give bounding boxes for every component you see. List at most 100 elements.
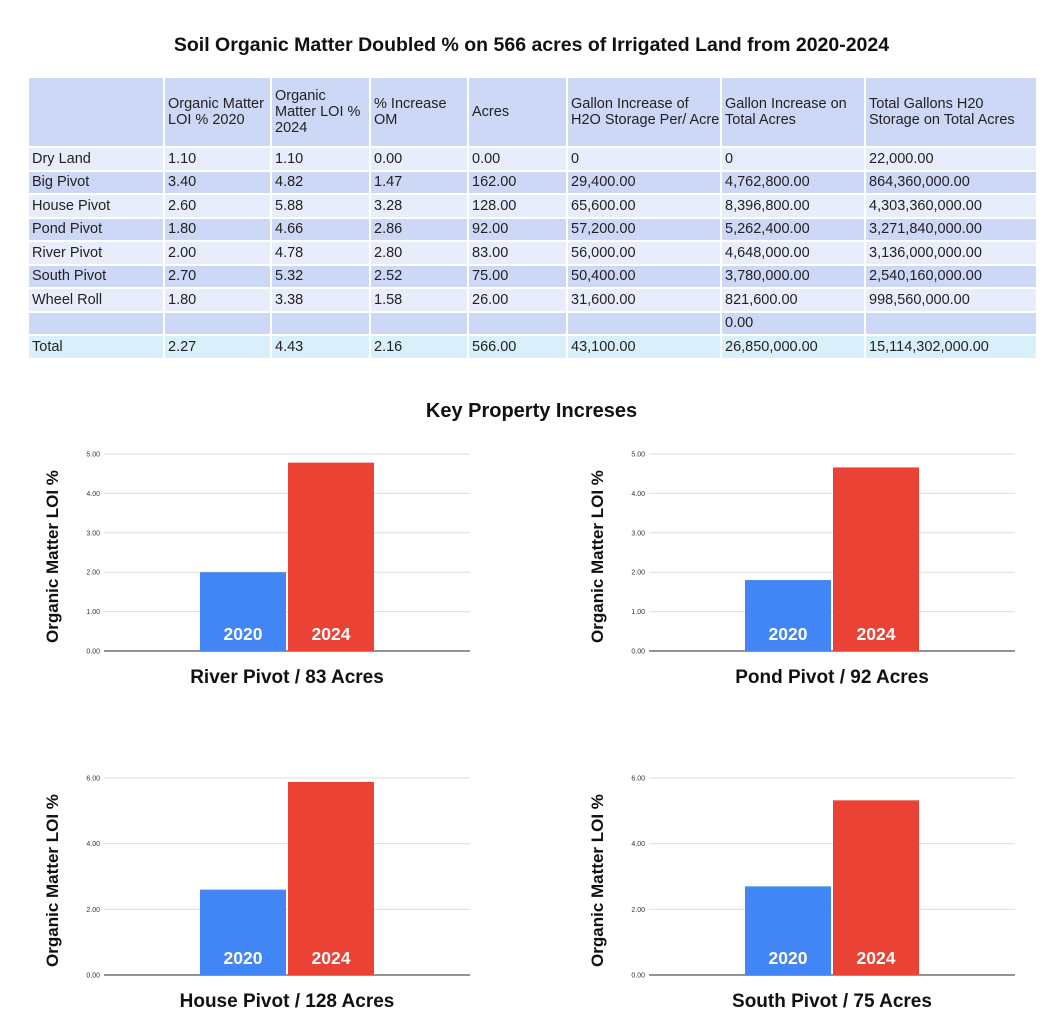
table-cell <box>467 310 568 336</box>
y-tick-label: 6.00 <box>86 776 100 783</box>
table-cell: 57,200.00 <box>566 216 722 242</box>
header-cell: Acres <box>467 76 568 148</box>
bar-2020 <box>745 580 831 651</box>
header-cell: Organic Matter LOI % 2020 <box>163 76 272 148</box>
bar-category-label: 2020 <box>769 624 808 644</box>
header-cell: Gallon Increase of H2O Storage Per/ Acre <box>566 76 722 148</box>
x-axis-title: House Pivot / 128 Acres <box>180 991 395 1012</box>
table-cell: 2.52 <box>369 263 469 289</box>
bar-category-label: 2024 <box>312 624 351 644</box>
table-cell: 22,000.00 <box>864 146 1038 172</box>
table-row: 0.00 <box>27 310 1038 336</box>
table-cell: 2.86 <box>369 216 469 242</box>
chart-south-pivot: 0.00 2.00 4.00 6.00 2020 2024 Organic Matter L… <box>575 764 1035 1024</box>
table-cell <box>566 310 722 336</box>
row-label-cell: Wheel Roll <box>27 287 165 313</box>
table-cell: 0.00 <box>720 310 866 336</box>
y-tick-label: 0.00 <box>631 649 645 656</box>
table-cell: 1.58 <box>369 287 469 313</box>
bar-chart: 0.00 2.00 4.00 6.00 2020 2024 Organic Matter L… <box>588 776 1015 1012</box>
bar-2024 <box>288 781 374 975</box>
table-cell: 1.10 <box>270 146 371 172</box>
table-row: River Pivot 2.00 4.78 2.80 83.00 56,000.00 4,6… <box>27 240 1038 266</box>
table-row: Pond Pivot 1.80 4.66 2.86 92.00 57,200.00 5,26… <box>27 216 1038 242</box>
table-cell: 2.00 <box>163 240 272 266</box>
header-row: Organic Matter LOI % 2020 Organic Matter… <box>27 76 1038 148</box>
table-cell: 5,262,400.00 <box>720 216 866 242</box>
table-cell: 1.10 <box>163 146 272 172</box>
table-cell: 2.60 <box>163 193 272 219</box>
table-cell: 821,600.00 <box>720 287 866 313</box>
table-row: Dry Land 1.10 1.10 0.00 0.00 0 0 22,000.00 <box>27 146 1038 172</box>
table-cell: 3.40 <box>163 169 272 195</box>
bar-category-label: 2020 <box>224 948 263 968</box>
bar-2020 <box>200 889 286 975</box>
table-cell <box>270 310 371 336</box>
row-label-cell: Dry Land <box>27 146 165 172</box>
row-label-cell: South Pivot <box>27 263 165 289</box>
table-cell: 2,540,160,000.00 <box>864 263 1038 289</box>
y-tick-label: 4.00 <box>631 491 645 498</box>
x-axis-title: South Pivot / 75 Acres <box>732 991 932 1012</box>
bar-2020 <box>200 572 286 651</box>
bar-category-label: 2020 <box>224 624 263 644</box>
bar-chart: 0.00 2.00 4.00 6.00 2020 2024 Organic Matter L… <box>43 776 470 1012</box>
table-row: South Pivot 2.70 5.32 2.52 75.00 50,400.00 3,7… <box>27 263 1038 289</box>
total-cell: 2.27 <box>163 334 272 360</box>
table-cell: 29,400.00 <box>566 169 722 195</box>
y-tick-label: 3.00 <box>86 530 100 537</box>
bar-chart: 0.00 1.00 2.00 3.00 4.00 5.00 2020 2024 Organic … <box>588 452 1015 688</box>
bar-2024 <box>288 462 374 651</box>
total-cell: 4.43 <box>270 334 371 360</box>
total-cell: 43,100.00 <box>566 334 722 360</box>
y-tick-label: 3.00 <box>631 530 645 537</box>
header-cell: Gallon Increase on Total Acres <box>720 76 866 148</box>
table-cell: 0 <box>720 146 866 172</box>
y-tick-label: 1.00 <box>631 609 645 616</box>
bar-category-label: 2024 <box>857 624 896 644</box>
table-cell: 128.00 <box>467 193 568 219</box>
table-cell: 4,648,000.00 <box>720 240 866 266</box>
table-cell <box>163 310 272 336</box>
chart-house-pivot: 0.00 2.00 4.00 6.00 2020 2024 Organic Matter L… <box>30 764 490 1024</box>
y-axis-title: Organic Matter LOI % <box>588 794 607 967</box>
table-cell: 3.28 <box>369 193 469 219</box>
table-cell: 31,600.00 <box>566 287 722 313</box>
table-cell: 56,000.00 <box>566 240 722 266</box>
y-tick-label: 4.00 <box>86 841 100 848</box>
x-axis-title: River Pivot / 83 Acres <box>190 667 384 688</box>
data-table: Organic Matter LOI % 2020 Organic Matter… <box>27 76 1038 360</box>
total-cell: 2.16 <box>369 334 469 360</box>
table-cell: 5.88 <box>270 193 371 219</box>
row-label-cell: House Pivot <box>27 193 165 219</box>
y-tick-label: 5.00 <box>631 452 645 459</box>
bar-category-label: 2024 <box>312 948 351 968</box>
row-label-cell: River Pivot <box>27 240 165 266</box>
table-cell: 2.80 <box>369 240 469 266</box>
table-cell: 1.80 <box>163 287 272 313</box>
total-row: Total 2.27 4.43 2.16 566.00 43,100.00 26,850,0… <box>27 334 1038 360</box>
table-cell: 4.82 <box>270 169 371 195</box>
y-tick-label: 0.00 <box>631 973 645 980</box>
total-label-cell: Total <box>27 334 165 360</box>
y-axis-title: Organic Matter LOI % <box>588 470 607 643</box>
table-cell: 3.38 <box>270 287 371 313</box>
row-label-cell: Pond Pivot <box>27 216 165 242</box>
y-tick-label: 2.00 <box>631 907 645 914</box>
table-cell: 4.78 <box>270 240 371 266</box>
y-tick-label: 0.00 <box>86 973 100 980</box>
table-row: Big Pivot 3.40 4.82 1.47 162.00 29,400.00 4,76… <box>27 169 1038 195</box>
header-cell: Total Gallons H20 Storage on Total Acres <box>864 76 1038 148</box>
bar-chart: 0.00 1.00 2.00 3.00 4.00 5.00 2020 2024 Organic … <box>43 452 470 688</box>
header-cell: % Increase OM <box>369 76 469 148</box>
y-tick-label: 4.00 <box>631 841 645 848</box>
table-cell: 8,396,800.00 <box>720 193 866 219</box>
table-cell: 65,600.00 <box>566 193 722 219</box>
total-cell: 15,114,302,000.00 <box>864 334 1038 360</box>
y-tick-label: 4.00 <box>86 491 100 498</box>
table-cell: 5.32 <box>270 263 371 289</box>
bar-2024 <box>833 800 919 975</box>
y-tick-label: 5.00 <box>86 452 100 459</box>
table-cell: 4,762,800.00 <box>720 169 866 195</box>
header-cell: Organic Matter LOI % 2024 <box>270 76 371 148</box>
